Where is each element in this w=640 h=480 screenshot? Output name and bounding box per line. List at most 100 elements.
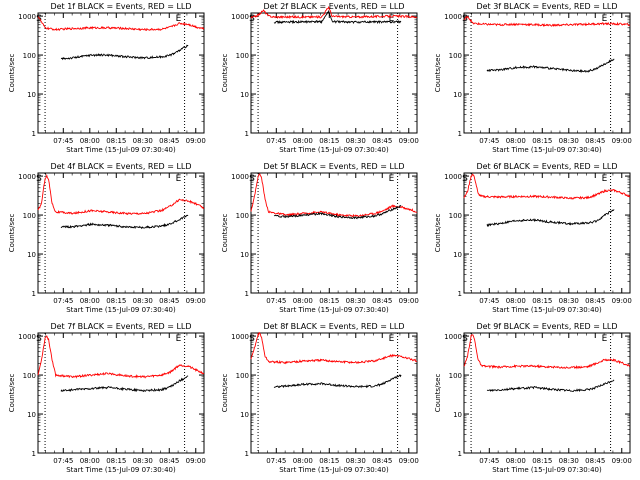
marker-label-s: S — [36, 14, 42, 24]
y-tick-label: 100 — [236, 52, 249, 60]
events-series-line — [60, 375, 189, 393]
lld-series-line — [37, 334, 205, 379]
x-tick-label: 08:30 — [346, 457, 366, 465]
y-tick-label: 100 — [23, 52, 36, 60]
panel-title: Det 2f BLACK = Events, RED = LLD — [263, 2, 404, 11]
y-tick-label: 100 — [449, 52, 462, 60]
y-axis-label: Counts/sec — [8, 374, 16, 413]
x-axis-label: Start Time (15-Jul-09 07:30:40) — [66, 466, 176, 474]
plot-frame — [463, 12, 631, 134]
x-axis-label: Start Time (15-Jul-09 07:30:40) — [492, 306, 602, 314]
y-tick-label: 100 — [236, 372, 249, 380]
y-axis-label: Counts/sec — [8, 214, 16, 253]
y-tick-label: 1 — [245, 450, 249, 458]
y-tick-label: 100 — [236, 212, 249, 220]
y-axis-label: Counts/sec — [221, 374, 229, 413]
plot-frame — [37, 172, 205, 294]
y-axis-label: Counts/sec — [434, 214, 442, 253]
x-tick-label: 08:45 — [159, 457, 179, 465]
y-tick-label: 100 — [23, 372, 36, 380]
x-axis-label: Start Time (15-Jul-09 07:30:40) — [279, 306, 389, 314]
x-tick-label: 08:15 — [106, 297, 126, 305]
x-tick-label: 08:45 — [159, 297, 179, 305]
marker-label-s: S — [249, 334, 255, 344]
y-axis-label: Counts/sec — [8, 54, 16, 93]
plot-frame — [250, 332, 418, 454]
x-tick-label: 07:45 — [53, 137, 73, 145]
marker-label-s: S — [249, 174, 255, 184]
y-tick-label: 10 — [240, 411, 249, 419]
x-tick-label: 08:15 — [319, 297, 339, 305]
x-tick-label: 08:00 — [80, 297, 100, 305]
y-tick-label: 1 — [32, 130, 36, 138]
detector-panel: Det 6f BLACK = Events, RED = LLD 1 10 100 10… — [434, 162, 632, 314]
events-series-line — [273, 9, 402, 25]
detector-panel: Det 7f BLACK = Events, RED = LLD 1 10 100 10… — [8, 322, 206, 474]
y-tick-label: 1 — [458, 290, 462, 298]
marker-label-e: E — [602, 334, 608, 344]
y-tick-label: 1 — [245, 130, 249, 138]
y-axis-label: Counts/sec — [434, 374, 442, 413]
x-tick-label: 08:00 — [80, 137, 100, 145]
x-tick-label: 08:30 — [346, 297, 366, 305]
x-tick-label: 08:30 — [559, 457, 579, 465]
y-tick-label: 1000 — [444, 333, 462, 341]
x-tick-label: 08:45 — [585, 457, 605, 465]
x-tick-label: 09:00 — [186, 297, 206, 305]
x-tick-label: 08:45 — [372, 137, 392, 145]
detector-panel: Det 1f BLACK = Events, RED = LLD 1 10 100 10… — [8, 2, 206, 154]
y-tick-label: 1 — [245, 290, 249, 298]
x-axis-label: Start Time (15-Jul-09 07:30:40) — [492, 146, 602, 154]
x-tick-label: 08:30 — [559, 137, 579, 145]
y-axis-label: Counts/sec — [221, 214, 229, 253]
y-tick-label: 10 — [240, 91, 249, 99]
x-axis-label: Start Time (15-Jul-09 07:30:40) — [279, 146, 389, 154]
x-axis-label: Start Time (15-Jul-09 07:30:40) — [66, 146, 176, 154]
marker-label-s: S — [462, 334, 468, 344]
x-tick-label: 08:15 — [106, 457, 126, 465]
panel-title: Det 9f BLACK = Events, RED = LLD — [476, 322, 617, 331]
x-tick-label: 08:45 — [372, 297, 392, 305]
x-tick-label: 08:00 — [293, 137, 313, 145]
marker-label-e: E — [602, 14, 608, 24]
panel-title: Det 4f BLACK = Events, RED = LLD — [50, 162, 191, 171]
y-tick-label: 10 — [453, 251, 462, 259]
y-tick-label: 10 — [27, 91, 36, 99]
lld-series-line — [37, 173, 205, 216]
x-tick-label: 08:15 — [319, 457, 339, 465]
y-tick-label: 100 — [449, 372, 462, 380]
detector-panel: Det 9f BLACK = Events, RED = LLD 1 10 100 10… — [434, 322, 632, 474]
marker-label-e: E — [602, 174, 608, 184]
plot-frame — [37, 332, 205, 454]
marker-label-s: S — [249, 14, 255, 24]
lld-series-line — [37, 16, 205, 32]
marker-label-s: S — [462, 174, 468, 184]
y-axis-label: Counts/sec — [434, 54, 442, 93]
x-tick-label: 08:45 — [585, 137, 605, 145]
marker-label-e: E — [176, 174, 182, 184]
y-tick-label: 10 — [240, 251, 249, 259]
y-tick-label: 1 — [32, 290, 36, 298]
marker-label-s: S — [36, 334, 42, 344]
y-tick-label: 100 — [23, 212, 36, 220]
detector-panel: Det 3f BLACK = Events, RED = LLD 1 10 100 10… — [434, 2, 632, 154]
plot-frame — [250, 172, 418, 294]
x-tick-label: 08:30 — [346, 137, 366, 145]
y-tick-label: 1000 — [444, 173, 462, 181]
marker-label-e: E — [389, 14, 395, 24]
x-tick-label: 08:15 — [319, 137, 339, 145]
x-tick-label: 07:45 — [53, 297, 73, 305]
x-tick-label: 08:30 — [133, 297, 153, 305]
x-axis-label: Start Time (15-Jul-09 07:30:40) — [492, 466, 602, 474]
x-tick-label: 08:45 — [585, 297, 605, 305]
x-tick-label: 07:45 — [266, 137, 286, 145]
events-series-line — [60, 44, 189, 61]
x-tick-label: 08:45 — [159, 137, 179, 145]
y-tick-label: 1 — [32, 450, 36, 458]
y-tick-label: 1 — [458, 130, 462, 138]
panel-title: Det 6f BLACK = Events, RED = LLD — [476, 162, 617, 171]
x-tick-label: 07:45 — [479, 137, 499, 145]
x-tick-label: 07:45 — [266, 297, 286, 305]
x-tick-label: 08:00 — [293, 297, 313, 305]
